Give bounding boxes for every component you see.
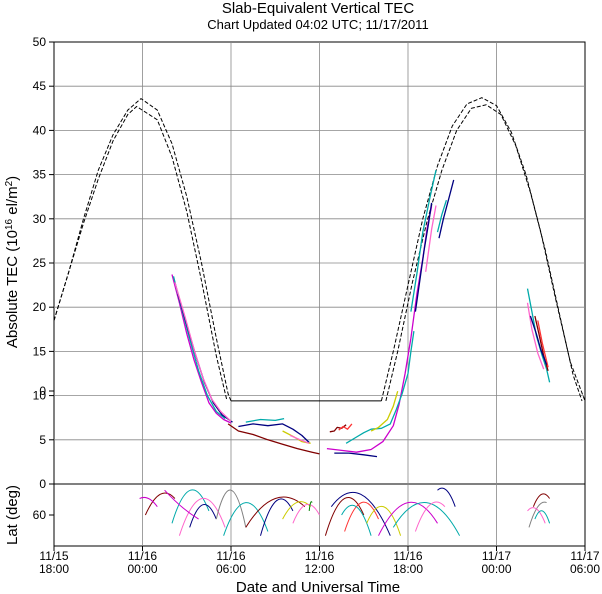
y-tick-label: 30 [33, 212, 47, 226]
tec-series-line [436, 200, 448, 233]
y-tick-label: 10 [33, 389, 47, 403]
lat-arc [527, 507, 546, 524]
tec-series-line [537, 320, 549, 368]
lat-arc [341, 504, 372, 536]
model-curves [53, 97, 586, 402]
lat-arc [324, 496, 365, 536]
tec-series-line [174, 282, 232, 422]
tec-series-line [171, 274, 232, 424]
y-tick-label: 50 [33, 35, 47, 49]
y-axis-label-main: Absolute TEC (10 [4, 230, 21, 348]
tec-series-line [414, 202, 433, 312]
lat-arc [330, 491, 391, 536]
lat-arcs [139, 487, 551, 536]
tec-series-line [438, 179, 455, 239]
model-curve [380, 97, 586, 402]
tec-series-line [238, 423, 310, 443]
tec-series-line [334, 452, 378, 458]
tec-series-line [289, 434, 310, 444]
y-tick-label: 25 [33, 256, 47, 270]
lat-arc [528, 501, 547, 528]
lat-arc [164, 489, 199, 520]
x-tick-time: 06:00 [570, 562, 600, 576]
lat-axis-label: Lat (deg) [4, 485, 21, 545]
tec-series [171, 170, 551, 458]
x-tick-time: 12:00 [304, 562, 334, 576]
tec-series-line [529, 315, 548, 365]
x-tick-time: 18:00 [393, 562, 423, 576]
tec-series-line [425, 205, 437, 272]
tec-series-line [345, 331, 415, 444]
x-axis-label: Date and Universal Time [236, 579, 400, 594]
chart-title: Slab-Equivalent Vertical TEC [222, 0, 414, 17]
y-tick-label: 0 [39, 477, 46, 491]
lat-arc [260, 498, 294, 536]
lat-arc [189, 504, 217, 528]
y-axis-label-unit: el/m [4, 186, 21, 219]
model-curve [53, 105, 228, 400]
lat-arc [223, 502, 269, 536]
lat-tick-label: 0 [39, 384, 46, 398]
x-tick-date: 11/16 [393, 549, 422, 563]
lat-arc [171, 489, 210, 524]
y-axis-label-close: ) [4, 176, 21, 181]
y-tick-label: 45 [33, 79, 47, 93]
y-tick-label: 40 [33, 123, 47, 137]
model-curve [53, 97, 232, 402]
y-axis-label-sq: 2 [4, 180, 15, 186]
y-axis-label: Absolute TEC (1016 el/m2) [4, 176, 22, 348]
lat-arc [366, 505, 402, 536]
y-axis-label-exp: 16 [4, 218, 15, 230]
x-tick-date: 11/15 [39, 549, 68, 563]
y-tick-label: 35 [33, 168, 47, 182]
x-tick-time: 00:00 [481, 562, 511, 576]
lat-arc [215, 489, 247, 528]
tec-series-line [245, 417, 285, 423]
x-axis-ticks: 11/1518:0011/1600:0011/1606:0011/1612:00… [39, 546, 600, 576]
x-tick-date: 11/17 [570, 549, 599, 563]
x-tick-time: 06:00 [216, 562, 246, 576]
lat-arc [308, 501, 313, 511]
grid [54, 42, 585, 546]
lat-arc [532, 493, 551, 507]
tec-series-line [410, 170, 437, 312]
lat-arc [178, 497, 226, 536]
x-tick-date: 11/17 [482, 549, 511, 563]
tec-series-line [338, 423, 353, 431]
lat-arc [414, 501, 446, 532]
lat-arc [534, 510, 551, 524]
lat-arc [378, 501, 438, 536]
x-tick-time: 00:00 [127, 562, 157, 576]
x-tick-date: 11/16 [216, 549, 245, 563]
y-axis-ticks: 0 5 10 15 20 25 30 35 40 45 50 [33, 35, 54, 491]
lat-tick-label: 60 [33, 508, 47, 522]
lat-arc [437, 487, 456, 507]
chart-subtitle: Chart Updated 04:02 UTC; 11/17/2011 [207, 17, 428, 32]
tec-series-line [370, 391, 399, 432]
model-curve [385, 104, 583, 402]
y-tick-label: 15 [33, 344, 47, 358]
x-tick-date: 11/16 [128, 549, 157, 563]
lat-arc [344, 501, 379, 532]
tec-series-line [526, 302, 545, 370]
x-tick-date: 11/16 [305, 549, 334, 563]
lat-axis-ticks: 0 60 [33, 384, 54, 522]
lat-arc [292, 504, 320, 524]
lat-arc [392, 501, 461, 536]
tec-series-line [227, 423, 320, 455]
lat-arc [144, 492, 176, 516]
lat-arc [139, 496, 158, 507]
y-tick-label: 20 [33, 300, 47, 314]
x-tick-time: 18:00 [39, 562, 69, 576]
y-tick-label: 5 [39, 433, 46, 447]
